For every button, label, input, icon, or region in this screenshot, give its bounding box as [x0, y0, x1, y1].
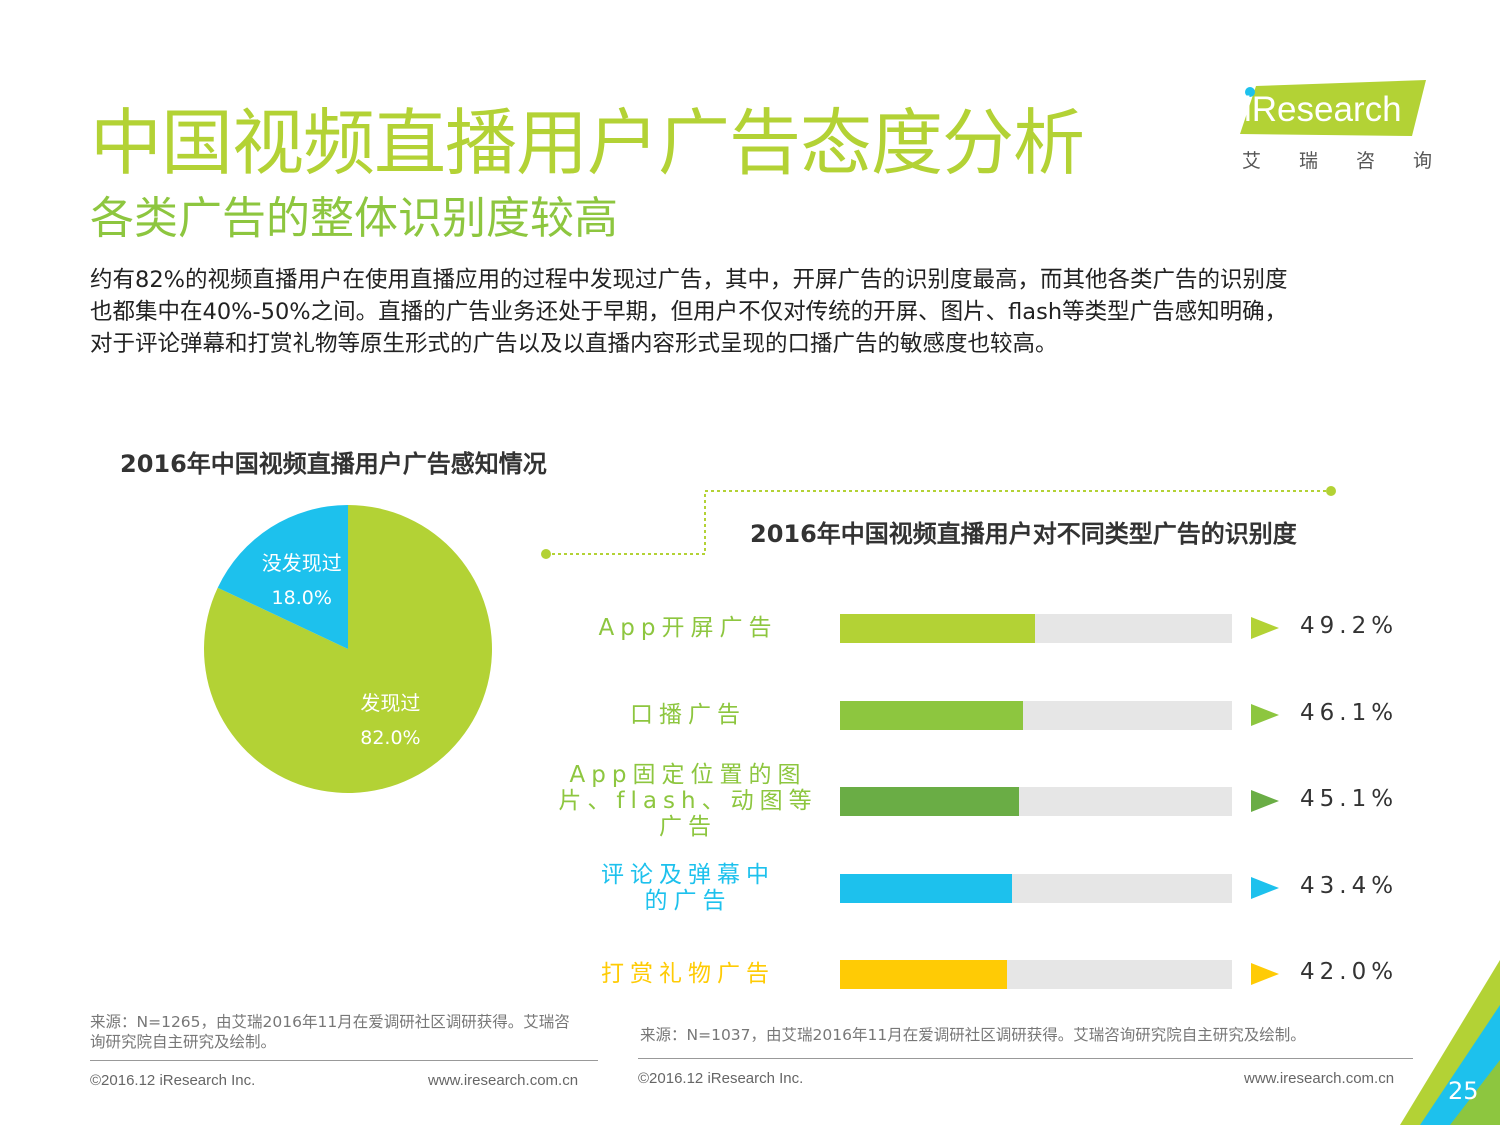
pie-slice-label-1: 没发现过 — [262, 551, 342, 575]
bar-label-2-line-2: 广告 — [659, 814, 717, 840]
bar-label-0: App开屏广告 — [558, 615, 818, 641]
source-left: 来源：N=1265，由艾瑞2016年11月在爱调研社区调研获得。艾瑞咨 询研究院… — [90, 1012, 610, 1052]
logo-wordmark: iResearch — [1244, 90, 1402, 129]
pie-slice-value-0: 82.0% — [360, 727, 420, 749]
footer-website-right[interactable]: www.iresearch.com.cn — [1244, 1070, 1395, 1087]
bar-fill-2 — [840, 786, 1020, 816]
iresearch-logo — [1240, 80, 1426, 136]
bar-arrow-2 — [1251, 790, 1279, 812]
footer-copyright-right: ©2016.12 iResearch Inc. — [638, 1070, 804, 1087]
page-number: 25 — [1448, 1077, 1479, 1105]
source-left-line-1: 来源：N=1265，由艾瑞2016年11月在爱调研社区调研获得。艾瑞咨 — [90, 1013, 570, 1031]
logo-chinese: 艾瑞咨询 — [1242, 150, 1471, 172]
bar-label-4-line-0: 打赏礼物广告 — [601, 961, 775, 987]
bar-label-4: 打赏礼物广告 — [558, 961, 818, 987]
page-title: 中国视频直播用户广告态度分析 — [90, 101, 1085, 185]
bar-label-3-line-0: 评论及弹幕中 — [601, 862, 775, 888]
bar-value-4: 42.0% — [1300, 959, 1399, 985]
pie-slice-value-1: 18.0% — [272, 587, 332, 609]
bar-label-0-line-0: App开屏广告 — [598, 615, 778, 641]
footer-website-left[interactable]: www.iresearch.com.cn — [428, 1072, 579, 1089]
bar-value-3: 43.4% — [1300, 873, 1399, 899]
source-left-line-2: 询研究院自主研究及绘制。 — [90, 1033, 277, 1051]
bar-value-1: 46.1% — [1300, 700, 1399, 726]
title-connector — [541, 486, 1336, 559]
intro-line-3: 对于评论弹幕和打赏礼物等原生形式的广告以及以直播内容形式呈现的口播广告的敏感度也… — [90, 331, 1058, 357]
pie-slice-label-0: 发现过 — [360, 691, 420, 715]
footer-divider-left — [90, 1060, 598, 1061]
pie-chart: 发现过 82.0% 没发现过 18.0% — [204, 505, 493, 793]
bar-arrow-0 — [1251, 617, 1279, 639]
pie-chart-title: 2016年中国视频直播用户广告感知情况 — [120, 450, 547, 478]
intro-line-1: 约有82%的视频直播用户在使用直播应用的过程中发现过广告，其中，开屏广告的识别度… — [90, 267, 1288, 293]
footer-divider-right — [638, 1058, 1413, 1059]
bar-label-1-line-0: 口播广告 — [630, 702, 746, 728]
bar-label-2: App固定位置的图 片、flash、动图等 广告 — [558, 762, 818, 840]
bar-chart-title: 2016年中国视频直播用户对不同类型广告的识别度 — [750, 520, 1297, 548]
bar-label-3-line-1: 的广告 — [644, 888, 732, 914]
pie-slice-0 — [204, 505, 493, 793]
bar-arrow-1 — [1251, 704, 1279, 726]
bar-value-0: 49.2% — [1300, 613, 1399, 639]
bar-value-2: 45.1% — [1300, 786, 1399, 812]
bar-fill-0 — [840, 613, 1036, 643]
bar-arrow-3 — [1251, 877, 1279, 899]
bar-arrow-4 — [1251, 963, 1279, 985]
bar-label-2-line-1: 片、flash、动图等 — [558, 788, 818, 814]
bar-label-1: 口播广告 — [558, 702, 818, 728]
pie-slice-1 — [217, 505, 348, 649]
corner-decoration — [1400, 960, 1500, 1125]
bar-fill-4 — [840, 959, 1007, 989]
footer-copyright-left: ©2016.12 iResearch Inc. — [90, 1072, 256, 1089]
bar-label-3: 评论及弹幕中 的广告 — [558, 862, 818, 914]
bar-fill-1 — [840, 700, 1024, 730]
bar-fill-3 — [840, 873, 1013, 903]
intro-line-2: 也都集中在40%-50%之间。直播的广告业务还处于早期，但用户不仅对传统的开屏、… — [90, 299, 1288, 325]
page-subtitle: 各类广告的整体识别度较高 — [90, 193, 618, 244]
bar-label-2-line-0: App固定位置的图 — [569, 762, 807, 788]
source-right: 来源：N=1037，由艾瑞2016年11月在爱调研社区调研获得。艾瑞咨询研究院自… — [640, 1026, 1306, 1044]
